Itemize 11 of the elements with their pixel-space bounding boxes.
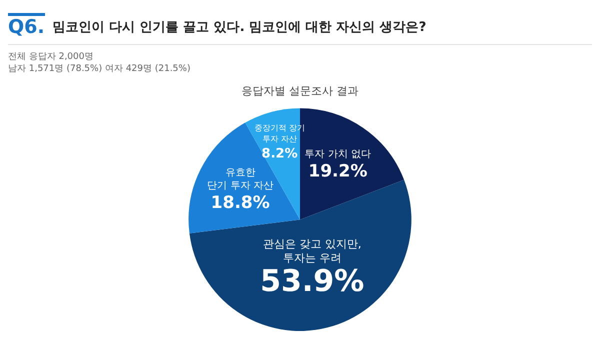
slice-label: 관심은 갖고 있지만, 투자는 우려: [262, 238, 362, 265]
data-label: 8.2%: [262, 146, 298, 162]
data-label: 19.2%: [308, 161, 368, 182]
slice-label: 투자 가치 없다: [304, 149, 372, 160]
text: 남자 1,571명 (78.5%) 여자 429명 (21.5%): [8, 63, 192, 75]
data-label: 53.9%: [260, 264, 364, 300]
text: 전체 응답자 2,000명: [8, 51, 94, 63]
data-label: 18.8%: [210, 192, 270, 213]
chart-subtitle: 응답자별 설문조사 결과: [242, 84, 358, 98]
chart-title: Q6. 밈코인이 다시 인기를 끌고 있다. 밈코인에 대한 자신의 생각은?: [8, 15, 426, 38]
slice-label: 유효한 단기 투자 자산: [207, 168, 274, 192]
